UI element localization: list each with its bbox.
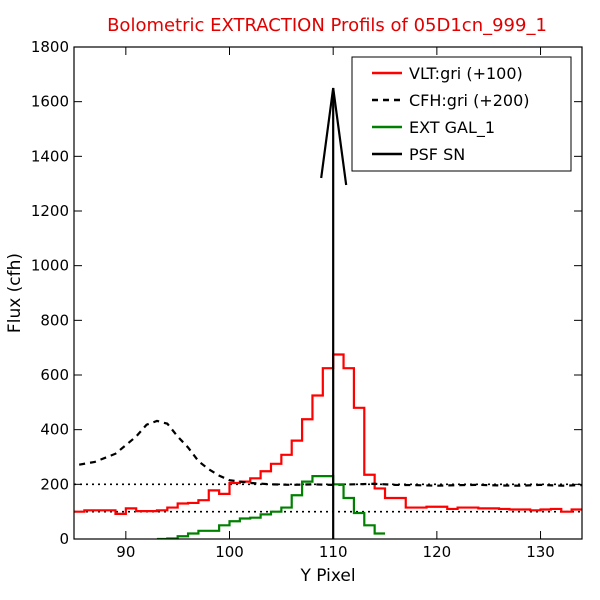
series-psf-sn-arrowhead bbox=[320, 87, 348, 186]
y-axis-label: Flux (cfh) bbox=[5, 253, 25, 333]
y-tick-label: 1400 bbox=[31, 147, 69, 165]
x-axis-label: Y Pixel bbox=[299, 566, 355, 586]
x-tick-label: 90 bbox=[116, 543, 135, 561]
series-ext-gal-1-line bbox=[156, 475, 386, 539]
y-tick-label: 400 bbox=[40, 421, 69, 439]
y-tick-label: 0 bbox=[59, 530, 69, 548]
x-tick-label: 100 bbox=[215, 543, 244, 561]
plot-frame bbox=[73, 46, 583, 540]
legend-entry-label: VLT:gri (+100) bbox=[409, 64, 523, 83]
x-tick-label: 120 bbox=[423, 543, 452, 561]
legend-entry-label: CFH:gri (+200) bbox=[409, 91, 530, 110]
y-tick-label: 800 bbox=[40, 311, 69, 329]
x-tick-label: 130 bbox=[526, 543, 555, 561]
legend-box bbox=[351, 56, 572, 172]
y-tick-label: 1200 bbox=[31, 202, 69, 220]
y-tick-label: 600 bbox=[40, 366, 69, 384]
series-vlt-gri-100-line bbox=[74, 353, 582, 515]
legend: VLT:gri (+100) CFH:gri (+200) EXT GAL_1 PSF… bbox=[351, 56, 572, 172]
y-tick-label: 1800 bbox=[31, 38, 69, 56]
y-tick-label: 200 bbox=[40, 475, 69, 493]
legend-entry-label: EXT GAL_1 bbox=[409, 118, 495, 138]
plot-area bbox=[74, 87, 582, 539]
y-tick-label: 1600 bbox=[31, 93, 69, 111]
axis-ticks: 90 100 110 120 130 0 200 400 600 800 1000 1200 1400 1… bbox=[31, 38, 582, 561]
series-cfh-gri-200-line bbox=[78, 419, 582, 487]
chart-title: Bolometric EXTRACTION Profils of 05D1cn_… bbox=[107, 15, 547, 36]
x-tick-label: 110 bbox=[319, 543, 348, 561]
legend-entry-label: PSF SN bbox=[409, 145, 465, 164]
y-tick-label: 1000 bbox=[31, 257, 69, 275]
